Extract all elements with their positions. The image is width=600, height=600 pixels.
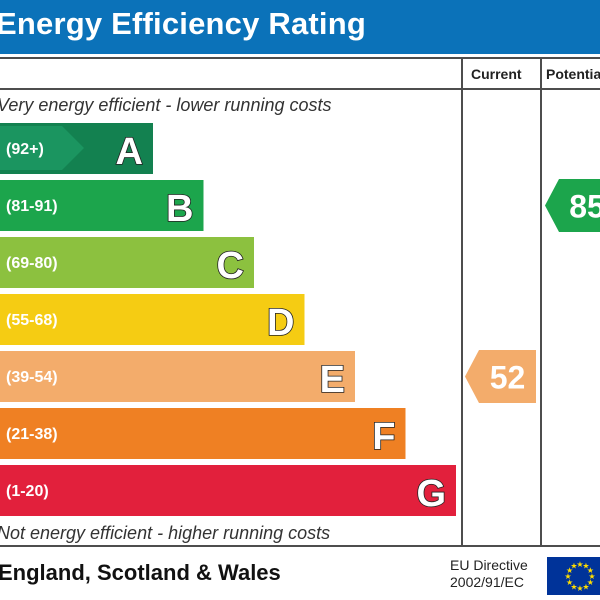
star-icon: ★ <box>587 578 594 587</box>
star-icon: ★ <box>566 566 573 575</box>
eu-flag-icon: ★ ★ ★ ★ ★ ★ ★ ★ ★ ★ ★ ★ <box>547 557 600 595</box>
star-icon: ★ <box>570 562 577 571</box>
directive-line-1: EU Directive <box>450 557 528 573</box>
current-column-header: Current <box>471 66 522 82</box>
band-letter-e: E <box>320 359 345 401</box>
page-title: Energy Efficiency Rating <box>0 6 367 41</box>
title-bar: Energy Efficiency Rating <box>0 0 600 54</box>
band-range-b: (81-91) <box>6 198 58 215</box>
band-range-d: (55-68) <box>6 312 58 329</box>
star-icon: ★ <box>576 560 583 569</box>
eu-directive-label: EU Directive 2002/91/EC <box>450 557 528 591</box>
potential-rating-arrow <box>545 179 600 232</box>
band-letter-a: A <box>116 131 143 173</box>
band-letter-c: C <box>217 245 244 287</box>
eu-stars: ★★★★★★★★★★★★ <box>564 560 595 593</box>
header-divider <box>0 88 600 90</box>
star-icon: ★ <box>570 582 577 591</box>
star-icon: ★ <box>582 582 589 591</box>
inefficient-note: Not energy efficient - higher running co… <box>0 523 331 543</box>
band-a-highlight <box>0 126 84 170</box>
band-e <box>0 351 355 402</box>
star-icon: ★ <box>564 572 571 581</box>
region-label: England, Scotland & Wales <box>0 560 281 585</box>
current-column-divider <box>461 57 463 547</box>
star-icon: ★ <box>576 584 583 593</box>
star-icon: ★ <box>582 562 589 571</box>
band-c <box>0 237 254 288</box>
star-icon: ★ <box>588 572 595 581</box>
band-range-g: (1-20) <box>6 483 49 500</box>
band-letter-f: F <box>372 416 395 458</box>
band-range-a: (92+) <box>6 141 44 158</box>
band-f <box>0 408 406 459</box>
potential-rating-value: 85 <box>569 189 600 225</box>
directive-line-2: 2002/91/EC <box>450 574 524 590</box>
band-letter-b: B <box>166 188 193 230</box>
band-g <box>0 465 456 516</box>
band-range-f: (21-38) <box>6 426 58 443</box>
current-rating-value: 52 <box>490 360 526 396</box>
potential-column-divider <box>540 57 542 547</box>
efficient-note: Very energy efficient - lower running co… <box>0 95 332 115</box>
star-icon: ★ <box>566 578 573 587</box>
band-d <box>0 294 305 345</box>
current-rating-arrow <box>465 350 536 403</box>
band-letter-d: D <box>267 302 294 344</box>
rating-table-frame <box>0 57 600 547</box>
star-icon: ★ <box>587 566 594 575</box>
band-letter-g: G <box>416 473 446 515</box>
band-range-e: (39-54) <box>6 369 58 386</box>
potential-column-header: Potentia <box>546 66 600 82</box>
band-b <box>0 180 204 231</box>
band-range-c: (69-80) <box>6 255 58 272</box>
